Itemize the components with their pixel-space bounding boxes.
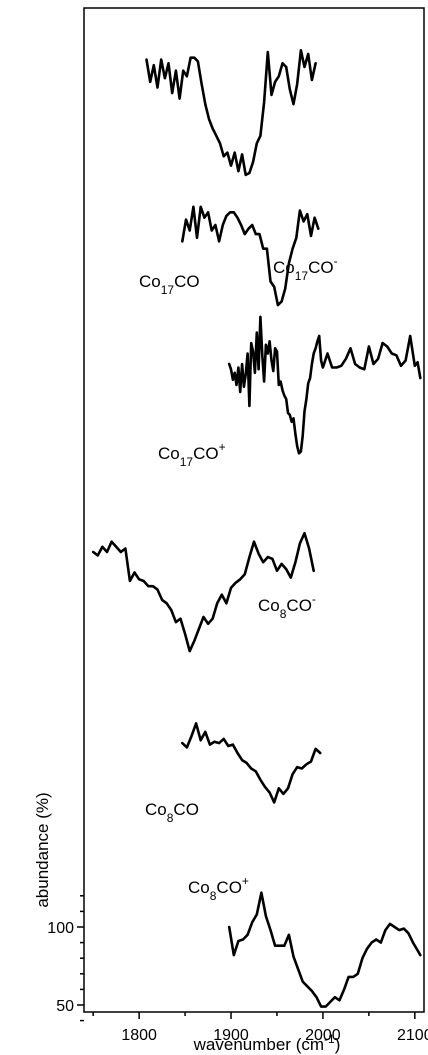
plot-frame	[83, 7, 425, 1013]
series-line-4	[91, 531, 316, 653]
series-label-1: Co17CO-	[273, 254, 338, 283]
series-line-6	[227, 891, 422, 1008]
y-axis-label: abundance (%)	[33, 792, 52, 907]
series-line-1	[145, 48, 317, 177]
x-tick-label: 2000	[305, 1027, 341, 1044]
y-tick-label: 50	[56, 998, 74, 1015]
series-line-3	[227, 315, 422, 455]
y-tick-label: 100	[47, 920, 74, 937]
series-label-4: Co8CO-	[258, 592, 316, 621]
axis-ticks: 1800 1900 2000 2100 50 100	[47, 895, 428, 1044]
x-tick-label: 1900	[213, 1027, 249, 1044]
series-line-5	[181, 722, 322, 804]
spectra-traces	[91, 48, 422, 1008]
series-labels: Co17CO- Co17CO Co17CO+ Co8CO- Co8CO Co8CO+	[139, 254, 338, 903]
series-label-3: Co17CO+	[158, 440, 226, 469]
series-line-2	[181, 205, 320, 307]
x-axis-label: wavenumber (cm-1)	[193, 1032, 341, 1054]
series-label-6: Co8CO+	[188, 874, 249, 903]
series-label-5: Co8CO	[145, 800, 199, 825]
x-tick-label: 1800	[121, 1027, 157, 1044]
x-tick-label: 2100	[397, 1027, 428, 1044]
series-label-2: Co17CO	[139, 272, 200, 297]
